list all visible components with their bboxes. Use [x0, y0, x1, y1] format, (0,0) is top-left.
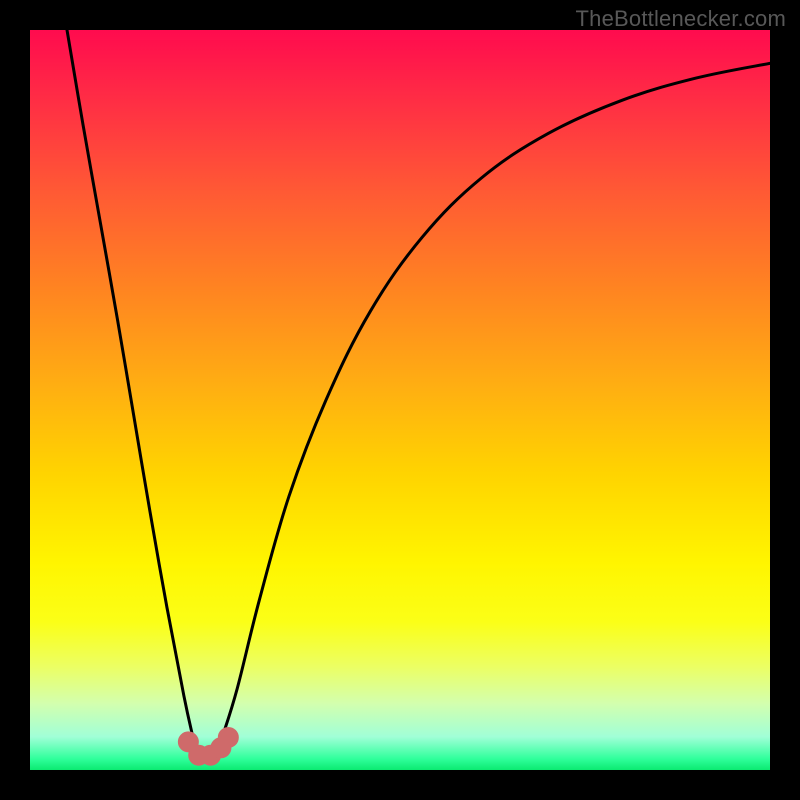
chart-stage: TheBottlenecker.com — [0, 0, 800, 800]
plot-area — [30, 30, 770, 770]
bottleneck-marker — [218, 727, 238, 747]
curve-left-branch — [67, 30, 193, 737]
plot-svg — [30, 30, 770, 770]
watermark-text: TheBottlenecker.com — [576, 6, 786, 32]
curve-right-branch — [222, 63, 770, 736]
